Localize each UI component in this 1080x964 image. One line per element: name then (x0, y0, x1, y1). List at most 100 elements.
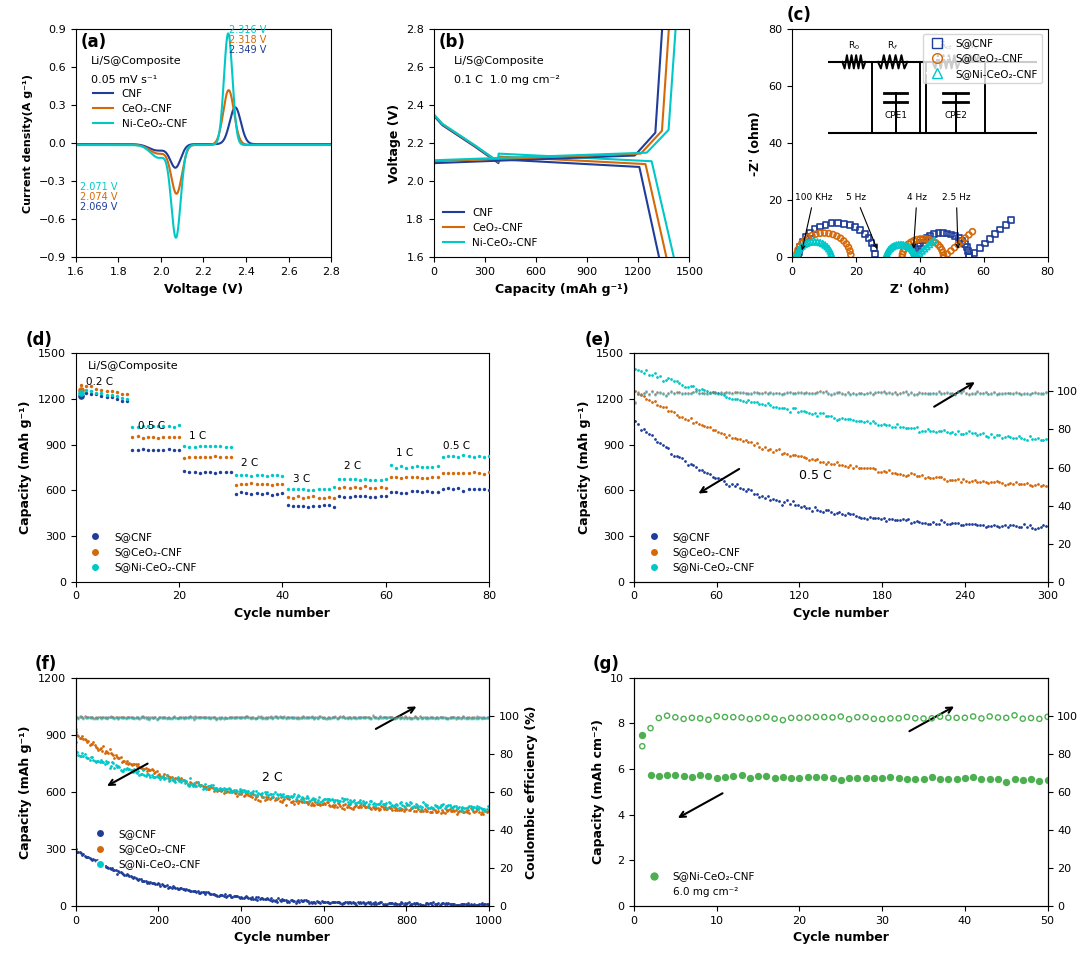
Point (272, 710, 289, 725)
Point (109, 711, 126, 727)
Point (138, 766, 156, 782)
Point (649, 397, 666, 413)
Point (944, 516, 961, 531)
Point (217, 781, 234, 796)
Point (816, 384, 834, 399)
Point (216, 783, 233, 798)
Point (221, 887, 239, 902)
Point (93, 386, 110, 401)
Point (426, 797, 443, 813)
Point (220, 781, 238, 796)
Point (474, 897, 491, 913)
Point (244, 710, 261, 726)
Point (450, 799, 468, 815)
Point (676, 385, 693, 400)
Point (784, 386, 801, 401)
Point (869, 464, 887, 479)
Point (156, 878, 173, 894)
Point (480, 710, 497, 725)
Point (137, 760, 154, 775)
Point (481, 483, 498, 498)
Point (158, 767, 175, 783)
Point (761, 385, 779, 400)
Point (378, 710, 395, 726)
Point (908, 232, 926, 248)
Point (434, 449, 451, 465)
Point (297, 710, 314, 725)
Point (869, 384, 887, 399)
Point (477, 803, 495, 818)
Point (130, 763, 147, 778)
Point (256, 710, 273, 726)
Point (167, 880, 185, 896)
Point (98, 389, 116, 405)
Point (176, 438, 193, 453)
Point (72, 384, 90, 399)
Text: (e): (e) (584, 331, 610, 349)
Point (429, 485, 446, 500)
Point (130, 710, 147, 725)
Point (866, 386, 883, 401)
Point (166, 710, 184, 726)
Point (382, 469, 400, 485)
Point (806, 222, 823, 237)
Point (773, 446, 791, 462)
Point (104, 710, 121, 725)
Point (1032, 387, 1050, 402)
Point (759, 387, 777, 402)
Point (789, 385, 807, 400)
Point (839, 460, 856, 475)
Point (167, 710, 185, 726)
Point (248, 485, 266, 500)
Point (176, 464, 193, 479)
Point (460, 448, 477, 464)
Point (289, 710, 307, 725)
Point (325, 710, 342, 725)
Point (470, 710, 487, 726)
Point (971, 240, 988, 255)
Point (270, 891, 287, 906)
Point (278, 710, 295, 726)
Point (322, 711, 339, 727)
Point (834, 411, 851, 426)
Point (78, 749, 95, 764)
Point (259, 710, 276, 725)
Point (111, 865, 129, 880)
Point (798, 405, 815, 420)
Point (90, 854, 107, 870)
Point (958, 517, 975, 532)
Point (171, 710, 188, 726)
Point (184, 710, 201, 725)
Point (883, 466, 901, 481)
Point (333, 790, 350, 806)
Point (273, 789, 291, 804)
Point (866, 385, 883, 400)
Point (279, 710, 296, 725)
Point (269, 468, 286, 483)
Point (214, 781, 231, 796)
Point (351, 710, 368, 726)
Point (273, 794, 291, 810)
Point (644, 428, 661, 443)
Point (779, 386, 796, 401)
Point (657, 388, 674, 403)
Point (379, 897, 396, 912)
Point (188, 710, 205, 725)
Point (941, 425, 958, 441)
Point (958, 386, 975, 401)
Point (179, 710, 197, 725)
Point (894, 244, 912, 259)
Point (303, 709, 321, 724)
Point (676, 379, 693, 394)
Point (1004, 518, 1022, 533)
Point (100, 761, 118, 776)
Point (420, 711, 437, 727)
Point (251, 786, 268, 801)
Point (170, 769, 187, 785)
Point (116, 710, 133, 725)
Point (665, 448, 683, 464)
Point (399, 710, 416, 726)
Point (300, 792, 318, 808)
Point (258, 710, 275, 726)
Point (715, 386, 732, 401)
